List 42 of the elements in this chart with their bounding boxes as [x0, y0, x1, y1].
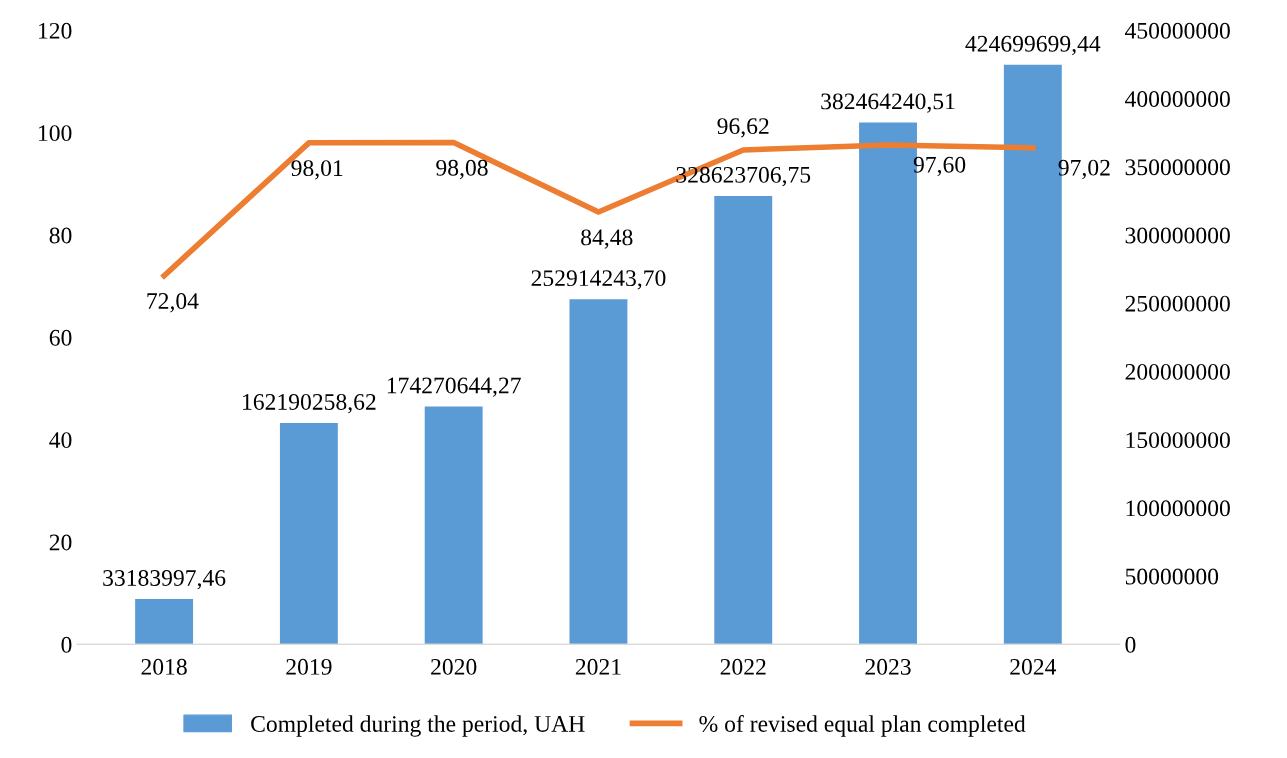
y-tick-label: 60 — [49, 329, 72, 346]
y2-tick-label: 300000000 — [1125, 227, 1230, 244]
data-label: 33183997,46 — [103, 569, 226, 590]
y2-tick-label: 150000000 — [1126, 432, 1230, 449]
data-label: 84,48 — [581, 229, 633, 249]
data-label: 382464240,51 — [821, 93, 955, 113]
y-tick-label: 100 — [39, 125, 72, 142]
x-tick-label: 2024 — [1010, 658, 1057, 675]
y-tick-label: 20 — [49, 534, 72, 551]
bar — [714, 195, 773, 645]
bar — [135, 599, 194, 645]
y-tick-label: 40 — [49, 432, 72, 449]
data-label: 252914243,70 — [531, 270, 666, 290]
y2-tick-label: 400000000 — [1125, 91, 1230, 107]
data-label: 98,08 — [436, 159, 488, 180]
x-tick-label: 2019 — [286, 658, 332, 675]
bar — [424, 406, 483, 645]
y-tick-label: 120 — [39, 22, 72, 39]
x-tick-label: 2021 — [575, 658, 621, 675]
data-label: 96,62 — [717, 118, 769, 138]
bar — [569, 299, 628, 645]
data-label: 174270644,27 — [387, 377, 521, 397]
data-label: 72,04 — [147, 293, 199, 313]
y2-tick-label: 200000000 — [1125, 363, 1230, 380]
y-tick-label: 80 — [49, 227, 72, 244]
y2-tick-label: 0 — [1125, 636, 1136, 653]
data-label: 162190258,62 — [243, 393, 376, 414]
legend-label: % of revised equal plan completed — [699, 715, 1026, 737]
legend-label: Completed during the period, UAH — [251, 715, 585, 737]
y2-tick-label: 250000000 — [1125, 295, 1230, 312]
data-label: 98,01 — [291, 160, 343, 180]
y-tick-label: 0 — [61, 636, 72, 653]
x-tick-label: 2018 — [141, 658, 187, 675]
bar — [279, 423, 338, 645]
y2-tick-label: 100000000 — [1126, 500, 1230, 517]
y2-tick-label: 450000000 — [1125, 22, 1230, 39]
y2-tick-label: 50000000 — [1125, 568, 1219, 585]
x-tick-label: 2020 — [431, 658, 477, 675]
y2-tick-label: 350000000 — [1125, 159, 1230, 176]
x-tick-label: 2023 — [865, 658, 911, 675]
x-tick-label: 2022 — [720, 658, 766, 675]
data-label: 424699699,44 — [965, 35, 1101, 56]
